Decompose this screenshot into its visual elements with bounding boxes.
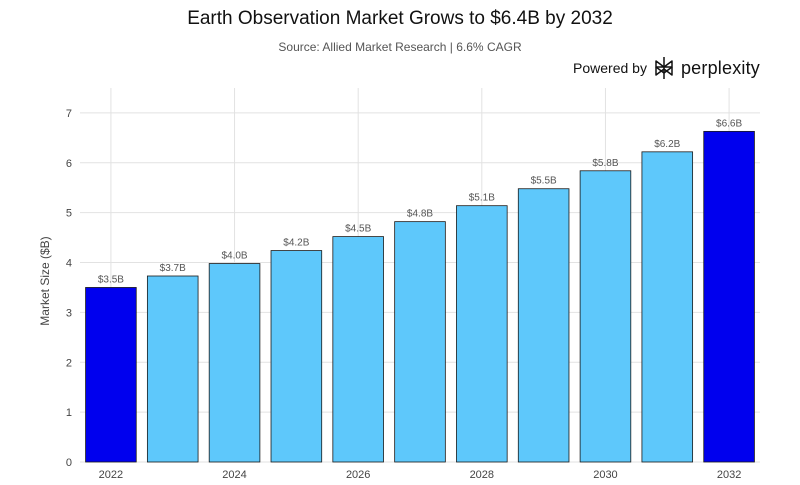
data-label: $6.2B xyxy=(654,139,680,150)
bar-2025 xyxy=(270,250,323,463)
bar-2024 xyxy=(208,263,261,463)
x-tick-label: 2030 xyxy=(593,469,617,481)
y-axis-label: Market Size ($B) xyxy=(38,236,52,325)
data-label: $6.6B xyxy=(716,118,742,129)
x-tick-label: 2024 xyxy=(222,469,246,481)
chart-title: Earth Observation Market Grows to $6.4B … xyxy=(187,8,613,29)
data-label: $3.7B xyxy=(160,263,186,274)
powered-by-badge[interactable]: Powered by perplexity xyxy=(573,56,760,80)
bar-2027 xyxy=(394,221,446,463)
y-tick-label: 6 xyxy=(66,158,72,170)
bar-2022 xyxy=(85,287,137,463)
data-label: $5.5B xyxy=(531,176,557,187)
data-label: $4.8B xyxy=(407,209,433,220)
x-tick-label: 2028 xyxy=(470,469,494,481)
bar-2030 xyxy=(579,170,632,463)
y-tick-label: 5 xyxy=(66,208,72,220)
bar-2029 xyxy=(517,188,570,463)
x-tick-label: 2032 xyxy=(717,469,741,481)
x-tick-label: 2026 xyxy=(346,469,370,481)
data-label: $4.0B xyxy=(221,251,247,262)
chart-subtitle: Source: Allied Market Research | 6.6% CA… xyxy=(278,40,522,54)
bar-2026 xyxy=(332,236,384,463)
chart-x-ticks: 2022 2024 2026 2028 2030 2032 xyxy=(99,469,742,481)
data-label: $4.5B xyxy=(345,224,371,235)
chart-y-ticks: 0 1 2 3 4 5 6 7 xyxy=(66,108,72,469)
bar-2028 xyxy=(456,205,508,463)
y-tick-label: 7 xyxy=(66,108,72,120)
chart-bars xyxy=(85,130,755,463)
y-tick-label: 2 xyxy=(66,357,72,369)
powered-by-label: Powered by xyxy=(573,60,647,76)
brand-name: perplexity xyxy=(680,57,760,78)
data-label: $5.8B xyxy=(592,158,618,169)
data-label: $4.2B xyxy=(283,238,309,249)
bar-2023 xyxy=(146,275,199,463)
x-tick-label: 2022 xyxy=(99,469,123,481)
perplexity-logo-icon xyxy=(655,57,673,79)
data-label: $3.5B xyxy=(98,274,124,285)
bar-2031 xyxy=(641,151,694,463)
y-tick-label: 4 xyxy=(66,258,72,270)
bar-2032 xyxy=(703,130,755,463)
chart-data-labels: $3.5B $3.7B $4.0B $4.2B $4.5B $4.8B $5.1B $5.5B… xyxy=(98,118,743,285)
y-tick-label: 3 xyxy=(66,307,72,319)
y-tick-label: 0 xyxy=(66,457,72,469)
y-tick-label: 1 xyxy=(66,407,72,419)
data-label: $5.1B xyxy=(469,193,495,204)
